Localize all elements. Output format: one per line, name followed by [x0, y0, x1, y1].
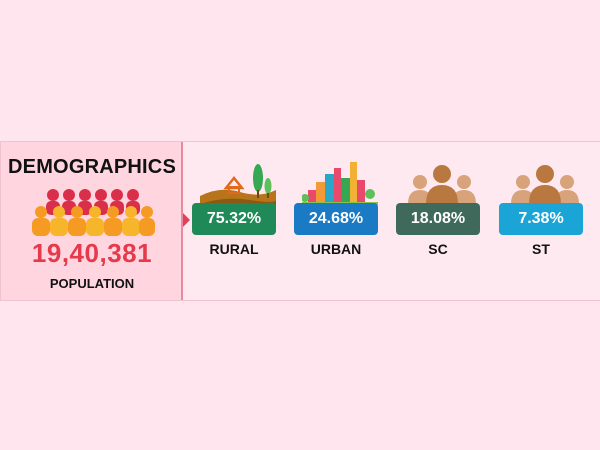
stat-st: 7.38% ST [499, 142, 599, 300]
st-label: ST [532, 241, 550, 257]
stat-sc: 18.08% SC [396, 142, 496, 300]
rural-label: RURAL [209, 241, 259, 257]
city-buildings-icon [302, 162, 378, 205]
sc-label: SC [428, 241, 448, 257]
sc-percentage-badge: 18.08% [396, 203, 480, 235]
population-people-icon [32, 189, 155, 236]
rural-landscape-icon [200, 164, 276, 208]
urban-percentage-badge: 24.68% [294, 203, 378, 235]
demographics-summary-panel: DEMOGRAPHICS 19,40,381 [1, 142, 183, 300]
urban-label: URBAN [310, 241, 362, 257]
population-value: 19,40,381 [31, 238, 153, 268]
st-percentage-badge: 7.38% [499, 203, 583, 235]
rural-percentage-badge: 75.32% [192, 203, 276, 235]
people-group-icon [408, 165, 476, 204]
people-group-icon [511, 165, 579, 204]
demographics-card: DEMOGRAPHICS 19,40,381 [0, 141, 600, 301]
population-label: POPULATION [49, 276, 135, 291]
stat-rural: 75.32% RURAL [192, 142, 292, 300]
stat-urban: 24.68% URBAN [294, 142, 394, 300]
demographics-title: DEMOGRAPHICS [8, 156, 176, 178]
pointer-arrow [183, 213, 190, 227]
